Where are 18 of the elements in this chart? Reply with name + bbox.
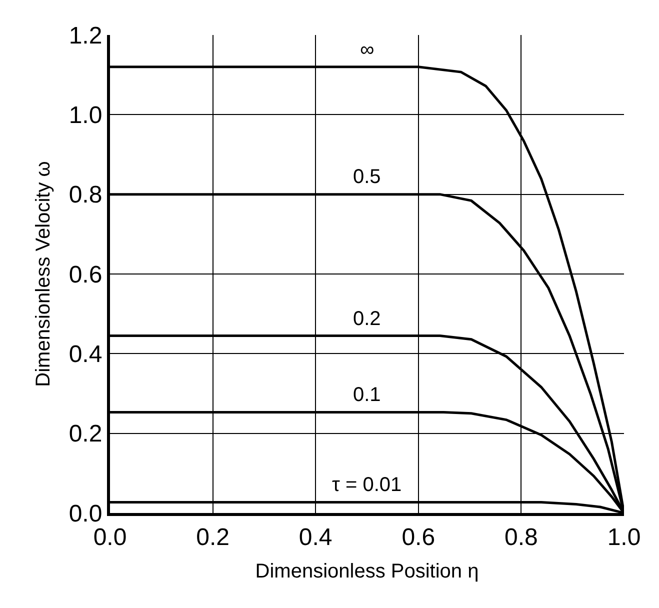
series-label: 0.5 — [353, 166, 381, 188]
y-tick-label: 0.6 — [68, 261, 102, 288]
y-tick-label: 0.8 — [68, 182, 102, 209]
series-label: 0.2 — [353, 308, 381, 330]
y-tick-label: 0.2 — [68, 420, 102, 448]
y-tick-label: 0.4 — [68, 341, 102, 368]
series-label: 0.1 — [353, 384, 381, 406]
x-tick-label: 1.0 — [607, 524, 641, 551]
y-axis-title: Dimensionless Velocity ω — [32, 161, 54, 387]
series-label: τ = 0.01 — [332, 474, 402, 496]
x-tick-label: 0.2 — [196, 524, 230, 551]
x-tick-label: 0.8 — [504, 524, 538, 551]
x-tick-label: 0.4 — [298, 524, 332, 551]
x-axis-title: Dimensionless Position η — [255, 560, 479, 582]
y-tick-label: 1.2 — [68, 22, 102, 50]
y-tick-label: 1.0 — [68, 102, 102, 130]
series-label: ∞ — [360, 39, 374, 61]
x-tick-label: 0.6 — [402, 524, 436, 551]
